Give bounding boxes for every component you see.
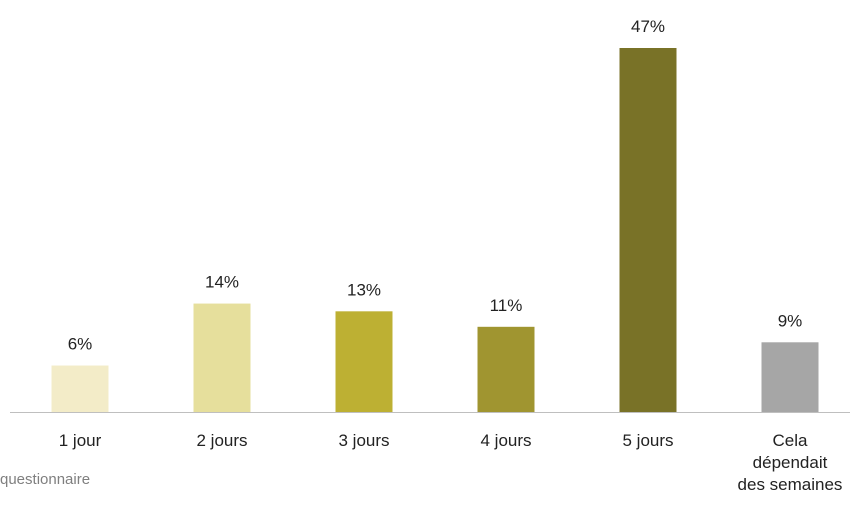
bar xyxy=(761,342,819,412)
value-label: 11% xyxy=(490,296,523,315)
value-label: 14% xyxy=(205,273,239,292)
x-tick-label: 4 jours xyxy=(480,431,531,450)
x-tick-label: 2 jours xyxy=(196,431,247,450)
x-tick-label: 5 jours xyxy=(622,431,673,450)
value-label: 47% xyxy=(631,17,665,36)
x-tick-label: 1 jour xyxy=(59,431,102,450)
bar xyxy=(477,326,535,412)
bar xyxy=(619,48,677,412)
bar xyxy=(193,303,251,412)
value-label: 6% xyxy=(68,335,93,354)
footnote: questionnaire xyxy=(0,471,90,488)
value-label: 9% xyxy=(778,311,803,330)
bar xyxy=(335,311,393,412)
value-label: 13% xyxy=(347,280,381,299)
x-tick-label: Cela dépendait des semaines xyxy=(738,431,843,494)
bar xyxy=(51,365,109,412)
x-tick-label: 3 jours xyxy=(338,431,389,450)
